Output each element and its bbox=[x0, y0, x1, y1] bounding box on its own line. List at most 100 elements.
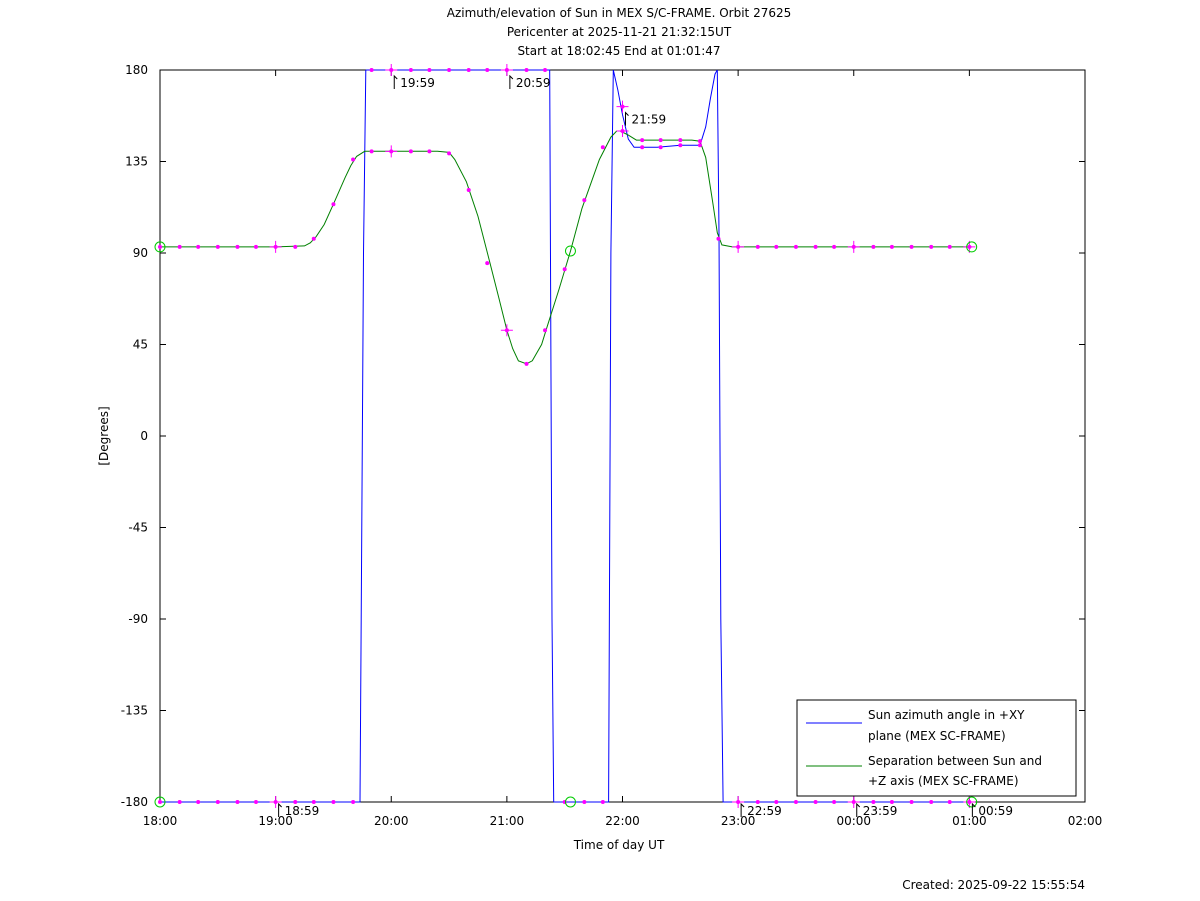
sample-dot bbox=[331, 800, 336, 804]
sample-dot bbox=[947, 800, 952, 804]
sample-dot bbox=[774, 800, 779, 804]
sample-dot bbox=[582, 800, 587, 804]
x-tick-label: 01:00 bbox=[952, 814, 987, 828]
hour-cross-marker bbox=[385, 64, 398, 76]
x-tick-label: 21:00 bbox=[490, 814, 525, 828]
legend-label-azimuth-1: Sun azimuth angle in +XY bbox=[868, 708, 1025, 722]
azimuth-line-segment bbox=[716, 69, 972, 803]
sample-dot bbox=[929, 800, 934, 804]
sample-dot bbox=[871, 800, 876, 804]
series-lines bbox=[160, 69, 972, 803]
sample-dot bbox=[408, 149, 413, 154]
sample-dot bbox=[427, 68, 432, 72]
hour-tick-arrow bbox=[856, 802, 861, 817]
sample-dot bbox=[215, 800, 220, 804]
hour-cross-marker bbox=[732, 796, 745, 808]
title-line-2: Pericenter at 2025-11-21 21:32:15UT bbox=[507, 25, 732, 39]
legend-label-separation-1: Separation between Sun and bbox=[868, 754, 1042, 768]
sample-dot bbox=[697, 143, 702, 148]
sample-dot bbox=[909, 244, 914, 249]
sample-dot bbox=[889, 244, 894, 249]
hour-tick-arrow bbox=[278, 802, 282, 817]
event-circle-marker bbox=[154, 241, 166, 253]
legend-box bbox=[796, 699, 1077, 797]
hour-label: 19:59 bbox=[400, 76, 435, 90]
event-circle-marker bbox=[154, 796, 166, 808]
x-tick-label: 23:00 bbox=[721, 814, 756, 828]
y-tick-label: 180 bbox=[125, 63, 148, 77]
sample-dot bbox=[755, 244, 760, 249]
sample-dot bbox=[678, 138, 683, 143]
hour-cross-marker bbox=[616, 100, 629, 113]
y-tick-label: 135 bbox=[125, 155, 148, 169]
sample-dot bbox=[196, 800, 201, 804]
sample-dot bbox=[947, 244, 952, 249]
y-tick-label: -90 bbox=[128, 612, 148, 626]
sample-dot bbox=[793, 800, 798, 804]
sample-dot bbox=[524, 68, 529, 72]
event-circle-marker bbox=[966, 796, 978, 808]
sample-dot bbox=[678, 143, 683, 148]
sample-dot bbox=[447, 68, 452, 72]
sample-dot bbox=[658, 145, 663, 150]
title-line-1: Azimuth/elevation of Sun in MEX S/C-FRAM… bbox=[447, 6, 792, 20]
sample-dot bbox=[929, 244, 934, 249]
sample-dot bbox=[177, 800, 182, 804]
sample-dot bbox=[447, 151, 452, 156]
y-tick-label: 0 bbox=[140, 429, 148, 443]
x-axis-label: Time of day UT bbox=[573, 838, 665, 852]
sample-dot bbox=[871, 244, 876, 249]
axes: 18:00 19:00 20:00 21:00 22:00 23:00 00:00 01:00… bbox=[121, 63, 1103, 828]
sample-dot bbox=[235, 244, 240, 249]
sample-dot bbox=[543, 328, 548, 333]
x-tick-label: 02:00 bbox=[1068, 814, 1103, 828]
sample-dot bbox=[716, 236, 721, 241]
separation-line bbox=[160, 130, 972, 365]
sample-dot bbox=[351, 157, 356, 162]
y-tick-label: 45 bbox=[133, 338, 148, 352]
sample-dot bbox=[331, 202, 336, 207]
hour-cross-marker bbox=[732, 240, 745, 253]
event-circle-marker bbox=[966, 241, 978, 253]
created-footer: Created: 2025-09-22 15:55:54 bbox=[902, 878, 1085, 892]
sample-dot bbox=[813, 800, 818, 804]
hour-cross-marker bbox=[269, 796, 282, 808]
sample-dot bbox=[311, 236, 316, 241]
sample-dot bbox=[562, 267, 567, 272]
sample-dot bbox=[177, 244, 182, 249]
sample-dot bbox=[697, 139, 702, 144]
hour-cross-marker bbox=[500, 324, 513, 337]
sample-dot bbox=[485, 261, 490, 266]
hour-cross-marker bbox=[385, 145, 398, 158]
sample-dot bbox=[832, 800, 837, 804]
sample-dot bbox=[215, 244, 220, 249]
hour-cross-marker bbox=[616, 125, 629, 137]
sample-dot bbox=[196, 244, 201, 249]
hour-cross-marker bbox=[847, 240, 860, 253]
hour-tick-arrow bbox=[740, 802, 745, 817]
sample-dot bbox=[832, 244, 837, 249]
x-tick-label: 19:00 bbox=[258, 814, 293, 828]
azimuth-line-segment bbox=[160, 69, 367, 803]
legend: Sun azimuth angle in +XY plane (MEX SC-F… bbox=[796, 699, 1077, 797]
hour-tick-arrow bbox=[509, 74, 514, 89]
hour-cross-marker bbox=[269, 240, 282, 253]
azimuth-line-segment bbox=[553, 69, 718, 803]
x-tick-label: 18:00 bbox=[143, 814, 178, 828]
hour-tick-arrow bbox=[625, 111, 629, 126]
y-tick-label: -180 bbox=[121, 795, 148, 809]
event-circle-marker bbox=[564, 245, 576, 257]
event-circle-marker bbox=[564, 796, 576, 808]
sample-dot bbox=[889, 800, 894, 804]
sample-dot bbox=[369, 68, 374, 72]
hour-label: 00:59 bbox=[978, 804, 1013, 818]
sample-dot bbox=[369, 149, 374, 154]
hour-labels: 18:59 19:59 20:59 21:59 22:59 23:59 00:59 bbox=[278, 74, 1013, 818]
markers bbox=[154, 64, 978, 808]
hour-tick-arrow bbox=[971, 802, 976, 817]
chart-title: Azimuth/elevation of Sun in MEX S/C-FRAM… bbox=[447, 6, 792, 58]
y-tick-label: -135 bbox=[121, 704, 148, 718]
sample-dot bbox=[466, 187, 471, 192]
sample-dot bbox=[293, 800, 298, 804]
